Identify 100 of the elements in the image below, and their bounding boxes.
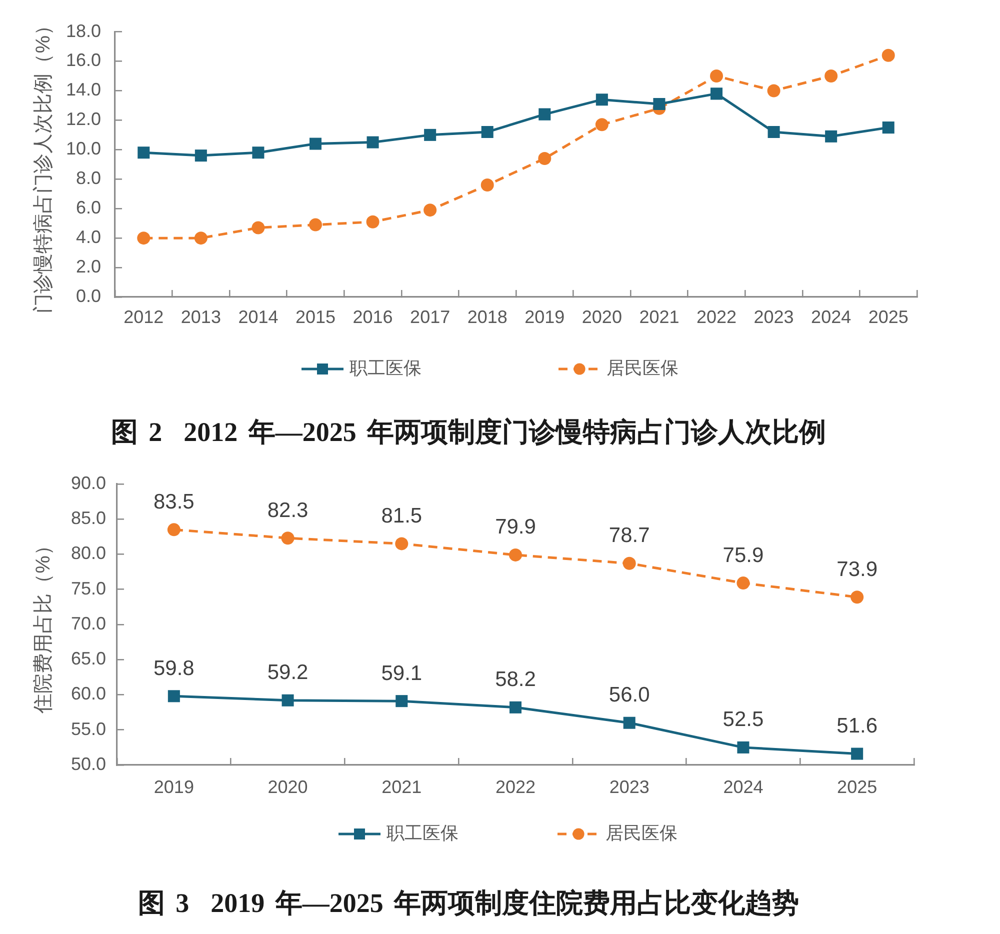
point — [396, 695, 408, 708]
data-label: 59.1 — [381, 662, 422, 685]
y-tick-label: 8.0 — [76, 168, 101, 188]
x-tick-label: 2012 — [124, 306, 164, 327]
x-tick-label: 2017 — [410, 306, 450, 327]
y-tick-label: 90.0 — [70, 472, 106, 493]
point — [282, 694, 294, 706]
y-tick-label: 70.0 — [70, 613, 106, 634]
point — [309, 218, 322, 232]
y-tick-label: 80.0 — [70, 543, 106, 564]
y-tick-label: 55.0 — [70, 718, 106, 739]
point — [424, 128, 436, 141]
point — [395, 537, 408, 550]
point — [480, 178, 494, 192]
legend-label: 居民医保 — [606, 358, 678, 378]
point — [882, 122, 894, 134]
point — [595, 118, 608, 132]
x-tick-label: 2019 — [524, 306, 565, 327]
legend-label: 居民医保 — [606, 822, 678, 843]
point — [850, 590, 864, 604]
point — [710, 70, 723, 82]
point — [137, 232, 150, 245]
point — [882, 48, 895, 62]
x-tick-label: 2024 — [723, 776, 764, 797]
legend-label: 职工医保 — [350, 358, 422, 378]
point — [309, 138, 322, 150]
point — [481, 126, 494, 138]
point — [281, 532, 294, 545]
point — [424, 204, 437, 217]
y-tick-label: 50.0 — [70, 754, 106, 774]
text: 图 2 2012 年—2025 年两项制度门诊慢特病占门诊人次比例 — [110, 417, 828, 447]
x-tick-label: 2022 — [696, 306, 737, 327]
x-tick-label: 2024 — [811, 306, 852, 327]
x-tick-label: 2022 — [495, 776, 536, 797]
legend-label: 职工医保 — [386, 822, 458, 843]
point — [167, 523, 180, 536]
data-label: 52.5 — [722, 708, 764, 732]
point — [851, 748, 864, 760]
text: 图 3 2019 年—2025 年两项制度住院费用占比变化趋势 — [136, 888, 800, 918]
y-tick-label: 2.0 — [76, 256, 101, 276]
point — [824, 70, 838, 82]
x-tick-label: 2018 — [467, 306, 508, 327]
point — [596, 94, 608, 106]
point — [825, 130, 838, 142]
x-tick-label: 2020 — [582, 306, 622, 327]
point — [538, 152, 552, 166]
y-tick-label: 18.0 — [66, 20, 101, 41]
point — [366, 136, 379, 148]
data-label: 79.9 — [495, 516, 536, 539]
y-tick-label: 6.0 — [76, 198, 101, 218]
y-tick-label: 0.0 — [76, 286, 101, 306]
y-tick-label: 14.0 — [66, 80, 101, 100]
point — [768, 126, 780, 138]
data-label: 58.2 — [495, 668, 536, 692]
y-tick-label: 10.0 — [66, 138, 101, 159]
y-tick-label: 16.0 — [66, 50, 101, 70]
x-tick-label: 2019 — [154, 776, 194, 797]
point — [366, 215, 380, 228]
x-tick-label: 2016 — [352, 306, 393, 327]
data-label: 83.5 — [153, 490, 194, 514]
data-label: 75.9 — [722, 544, 764, 567]
data-label: 73.9 — [836, 558, 878, 581]
point — [194, 150, 207, 162]
data-label: 59.8 — [153, 656, 194, 680]
x-tick-label: 2025 — [868, 306, 908, 327]
point — [737, 741, 750, 754]
point — [653, 98, 666, 110]
y-tick-label: 12.0 — [66, 109, 101, 130]
x-tick-label: 2021 — [382, 776, 422, 797]
point — [622, 556, 636, 570]
data-label: 78.7 — [608, 524, 650, 548]
point — [736, 576, 750, 590]
y-axis-title: 门诊慢特病占门诊人次比例（%） — [32, 16, 55, 314]
point — [252, 146, 264, 159]
y-tick-label: 60.0 — [70, 684, 106, 704]
x-tick-label: 2023 — [609, 776, 650, 797]
x-tick-label: 2025 — [837, 776, 878, 797]
y-tick-label: 65.0 — [70, 648, 106, 669]
y-axis-title: 住院费用占比（%） — [32, 536, 55, 714]
point — [168, 690, 180, 702]
x-tick-label: 2015 — [295, 306, 336, 327]
data-label: 81.5 — [381, 504, 422, 528]
data-label: 82.3 — [267, 498, 308, 522]
point — [194, 232, 208, 245]
data-label: 56.0 — [608, 684, 650, 707]
point — [509, 548, 522, 562]
x-tick-label: 2021 — [639, 306, 680, 327]
point — [623, 716, 636, 729]
point — [767, 84, 780, 98]
data-label: 51.6 — [836, 714, 878, 738]
y-tick-label: 75.0 — [70, 578, 106, 598]
point — [710, 88, 723, 100]
data-label: 59.2 — [267, 661, 308, 684]
y-tick-label: 85.0 — [70, 508, 106, 528]
point — [138, 146, 150, 159]
x-tick-label: 2020 — [268, 776, 308, 797]
point — [252, 221, 265, 234]
x-tick-label: 2013 — [180, 306, 221, 327]
x-tick-label: 2023 — [754, 306, 794, 327]
x-tick-label: 2014 — [238, 306, 278, 327]
